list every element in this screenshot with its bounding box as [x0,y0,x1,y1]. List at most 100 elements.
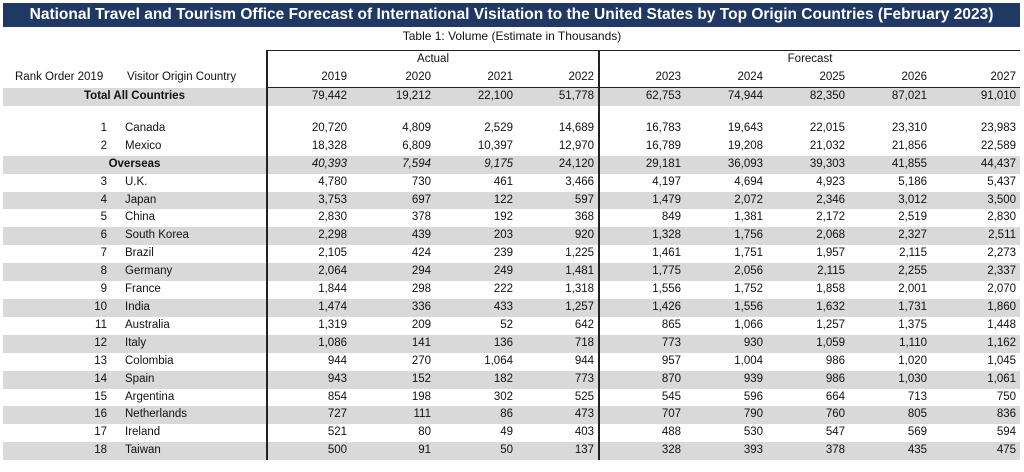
value-cell: 707 [598,406,686,425]
value-cell: 2,072 [685,191,768,210]
value-cell: 203 [435,227,517,246]
value-cell: 865 [598,316,686,335]
value-cell: 836 [931,406,1021,425]
value-cell: 298 [411,283,431,296]
value-cell: 19,208 [727,139,764,152]
total-cell: 19,212 [351,87,435,106]
value-cell: 547 [825,426,846,439]
value-cell: 424 [411,247,431,260]
value-cell: 1,556 [685,298,768,317]
value-cell: 12,970 [558,139,595,152]
overseas-cell: 44,437 [931,155,1021,174]
value-cell: 2,105 [266,245,351,264]
year-header: 2021 [435,68,517,88]
value-cell: 1,860 [931,298,1021,317]
overseas-cell: 9,175 [435,155,517,174]
table-row: 11 Australia 1,319 209 52 642 865 1,066 1,257 1,3… [3,316,1020,335]
visitation-table: Actual Forecast Rank Order 2019 Visitor … [3,50,1021,461]
value-cell: 569 [907,426,928,439]
country-cell: Colombia [125,354,174,367]
value-cell: 122 [435,191,517,210]
value-cell: 239 [493,247,513,260]
value-cell: 1,375 [898,318,928,331]
value-cell: 1,632 [767,298,850,317]
value-cell: 525 [574,390,595,403]
value-cell: 16,789 [598,137,686,156]
country-cell: India [107,298,267,317]
value-cell: 2,298 [266,227,351,246]
value-cell: 2,068 [767,227,850,246]
value-cell: 86 [435,406,517,425]
value-cell: 1,257 [816,318,846,331]
value-cell: 403 [574,426,595,439]
value-cell: 435 [849,442,932,461]
value-cell: 111 [351,406,435,425]
table-subtitle: Table 1: Volume (Estimate in Thousands) [402,29,622,43]
value-cell: 328 [598,442,686,461]
value-cell: 22,015 [809,121,846,134]
spacer-row [3,105,1020,120]
rank-cell: 4 [3,191,107,210]
value-cell: 209 [411,318,431,331]
rank-cell: 13 [94,354,107,367]
value-cell: 790 [685,406,768,425]
rank-cell: 18 [3,442,107,461]
table-row: 16 Netherlands 727 111 86 473 707 790 760 805 836 [3,406,1021,425]
value-cell: 1,030 [849,370,932,389]
value-cell: 1,426 [598,298,686,317]
value-cell: 3,500 [931,191,1021,210]
rank-cell: 10 [3,298,107,317]
country-column-header: Visitor Origin Country [127,71,237,84]
value-cell: 1,731 [849,298,932,317]
value-cell: 21,856 [891,139,928,152]
value-cell: 750 [996,390,1017,403]
value-cell: 141 [351,334,435,353]
value-cell: 439 [351,227,435,246]
total-cell: 87,021 [849,87,932,106]
value-cell: 473 [517,406,600,425]
value-cell: 1,479 [598,191,686,210]
value-cell: 182 [435,370,517,389]
year-header: 2027 [931,68,1021,88]
value-cell: 1,448 [987,318,1017,331]
value-cell: 773 [517,370,600,389]
total-label: Total All Countries [3,87,267,106]
value-cell: 1,066 [734,318,764,331]
country-cell: Mexico [125,139,162,152]
value-cell: 943 [266,370,351,389]
value-cell: 302 [493,390,513,403]
value-cell: 944 [574,354,595,367]
total-cell: 79,442 [266,87,351,106]
value-cell: 930 [685,334,768,353]
table-row: 12 Italy 1,086 141 136 718 773 930 1,059 1,110 1,1… [3,334,1021,353]
value-cell: 49 [500,426,513,439]
table-row: 18 Taiwan 500 91 50 137 328 393 378 435 475 [3,442,1021,461]
year-header: 2019 [266,68,351,88]
year-header: 2023 [598,68,686,88]
country-cell: Australia [125,318,170,331]
rank-cell: 17 [94,426,107,439]
overseas-cell: 36,093 [685,155,768,174]
value-cell: 594 [996,426,1017,439]
rank-cell: 6 [3,227,107,246]
value-cell: 368 [574,211,595,224]
value-cell: 1,257 [517,298,600,317]
value-cell: 2,070 [987,283,1017,296]
value-cell: 475 [931,442,1021,461]
value-cell: 5,437 [987,175,1017,188]
country-cell: Netherlands [107,406,267,425]
forecast-group-header: Forecast [598,50,1021,68]
value-cell: 2,255 [849,263,932,282]
value-cell: 1,751 [734,247,764,260]
year-header: 2020 [351,68,435,88]
overseas-cell: 40,393 [266,155,351,174]
table-row: 8 Germany 2,064 294 249 1,481 1,775 2,056 2,115 2… [3,263,1021,282]
value-cell: 1,061 [931,370,1021,389]
overseas-cell: 41,855 [849,155,932,174]
value-cell: 198 [411,390,431,403]
value-cell: 21,032 [809,139,846,152]
rank-cell: 8 [3,263,107,282]
table-row: 1 Canada 20,720 4,809 2,529 14,689 16,783 19,64… [3,119,1020,138]
value-cell: 727 [266,406,351,425]
year-header: 2025 [767,68,850,88]
